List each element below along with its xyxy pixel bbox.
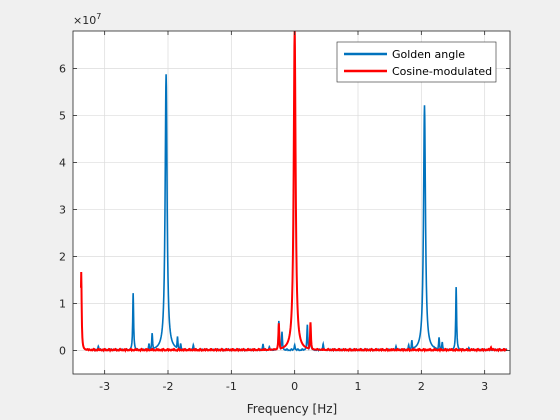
x-tick-label: 2 <box>418 380 425 393</box>
y-exponent-base: ×10 <box>73 14 96 27</box>
series-line-cosine-modulated <box>79 31 508 353</box>
y-tick-label: 3 <box>59 204 66 217</box>
series-line-golden-angle <box>91 74 508 353</box>
x-tick-label: 0 <box>291 380 298 393</box>
x-tick-label: -1 <box>226 380 237 393</box>
series-layer <box>79 31 508 353</box>
y-tick-label: 4 <box>59 157 66 170</box>
x-axis-title: Frequency [Hz] <box>247 402 338 416</box>
legend-label-golden-angle: Golden angle <box>392 48 465 61</box>
x-tick-label: -2 <box>163 380 174 393</box>
x-tick-label: 1 <box>355 380 362 393</box>
y-exponent-power: 7 <box>96 12 101 21</box>
y-tick-label: 5 <box>59 110 66 123</box>
x-tick-label: 3 <box>481 380 488 393</box>
ticks-layer: -3 -2 -1 0 1 2 3 0 1 2 3 4 5 6 <box>59 31 510 393</box>
y-tick-label: 0 <box>59 345 66 358</box>
legend-label-cosine-modulated: Cosine-modulated <box>392 65 492 78</box>
x-tick-label: -3 <box>99 380 110 393</box>
y-tick-label: 2 <box>59 251 66 264</box>
plot-area-border <box>72 30 511 375</box>
y-tick-label: 6 <box>59 63 66 76</box>
legend-box <box>336 41 497 83</box>
y-exponent-label: ×107 <box>73 12 101 27</box>
y-tick-label: 1 <box>59 298 66 311</box>
legend: Golden angle Cosine-modulated <box>336 41 497 83</box>
